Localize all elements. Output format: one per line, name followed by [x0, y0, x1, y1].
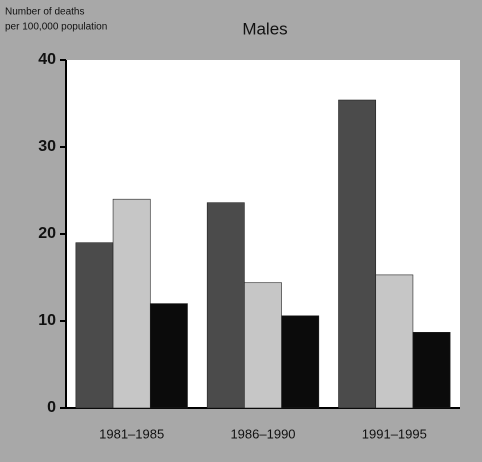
bar [112, 198, 151, 409]
bar [375, 274, 414, 409]
x-tick-label: 1986–1990 [230, 426, 295, 441]
bar [338, 99, 377, 409]
bar [412, 332, 451, 409]
bar [244, 282, 282, 409]
y-tick-label: 40 [38, 51, 56, 68]
bar [206, 202, 245, 409]
x-tick-label: 1991–1995 [362, 426, 427, 441]
bar [281, 315, 320, 409]
bar [149, 303, 188, 409]
y-tick-label: 10 [38, 312, 56, 329]
bar [75, 242, 114, 409]
y-tick-label: 20 [38, 225, 56, 242]
x-tick-label: 1981–1985 [99, 426, 164, 441]
y-tick-label: 30 [38, 138, 56, 155]
y-axis-label: per 100,000 population [5, 22, 107, 33]
chart-title: Males [242, 19, 287, 38]
y-tick-label: 0 [47, 399, 56, 416]
y-axis-label: Number of deaths [5, 7, 85, 18]
